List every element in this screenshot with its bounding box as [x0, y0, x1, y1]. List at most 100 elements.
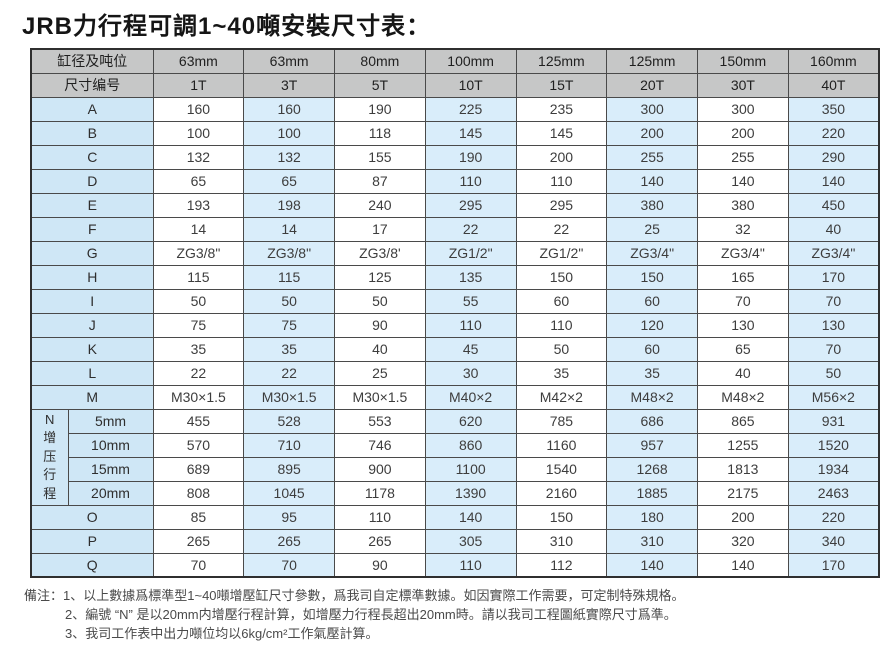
row-label: H	[30, 264, 154, 290]
table-row: N 增 压 行 程 5mm 455 528 553 620 785 686 865 931	[30, 408, 880, 506]
data-cell: 35	[243, 336, 335, 362]
data-cell: 1540	[515, 456, 608, 482]
data-cell: 65	[152, 168, 245, 194]
data-cell: 132	[243, 144, 335, 170]
column-header: 125mm	[606, 48, 698, 74]
data-cell: 620	[424, 408, 517, 434]
row-label: K	[30, 336, 154, 362]
data-cell: 900	[334, 456, 426, 482]
data-cell: 110	[424, 312, 517, 338]
table-row: J 75 75 90 110 110 120 130 130	[30, 312, 880, 338]
data-cell: 140	[697, 168, 789, 194]
column-header: 20T	[606, 72, 698, 98]
data-cell: 686	[606, 408, 698, 434]
data-cell: 110	[424, 168, 517, 194]
table-row: E 193 198 240 295 295 380 380 450	[30, 192, 880, 218]
data-cell: 140	[424, 504, 517, 530]
data-cell: 190	[424, 144, 517, 170]
note-line-2: 2、編號 “N” 是以20mm内增壓行程計算，如增壓力行程長超出20mm時。請以…	[65, 607, 677, 622]
table-row: F 14 14 17 22 22 25 32 40	[30, 216, 880, 242]
data-cell: 35	[515, 360, 608, 386]
data-cell: 2160	[515, 480, 608, 506]
data-cell: 110	[424, 552, 517, 578]
data-cell: 808	[152, 480, 245, 506]
data-cell: 120	[606, 312, 698, 338]
column-header: 160mm	[787, 48, 880, 74]
column-header: 15T	[515, 72, 608, 98]
data-cell: 90	[334, 552, 426, 578]
table-row: 10mm 570 710 746 860 1160 957 1255 1520	[31, 432, 880, 458]
data-cell: 70	[697, 288, 789, 314]
data-cell: 528	[243, 408, 335, 434]
data-cell: 30	[424, 360, 517, 386]
data-cell: 50	[515, 336, 608, 362]
data-cell: 200	[697, 504, 789, 530]
data-cell: 785	[515, 408, 608, 434]
data-cell: 320	[697, 528, 789, 554]
row-label: B	[30, 120, 154, 146]
header-row-label: 缸径及吨位	[30, 48, 154, 74]
data-cell: 50	[334, 288, 426, 314]
row-label: I	[30, 288, 154, 314]
data-cell: 200	[606, 120, 698, 146]
data-cell: 295	[515, 192, 608, 218]
column-header: 125mm	[515, 48, 608, 74]
data-cell: 110	[515, 312, 608, 338]
data-cell: 220	[787, 120, 880, 146]
data-cell: 32	[697, 216, 789, 242]
data-cell: 110	[515, 168, 608, 194]
table-row: M M30×1.5 M30×1.5 M30×1.5 M40×2 M42×2 M48×2 M48…	[30, 384, 880, 410]
data-cell: 1255	[697, 432, 789, 458]
row-label: P	[30, 528, 154, 554]
row-label: O	[30, 504, 154, 530]
data-cell: 295	[424, 192, 517, 218]
data-cell: ZG3/4"	[606, 240, 698, 266]
data-cell: 112	[515, 552, 608, 578]
data-cell: M56×2	[787, 384, 880, 410]
data-cell: 957	[606, 432, 698, 458]
data-cell: 145	[424, 120, 517, 146]
data-cell: 100	[152, 120, 245, 146]
data-cell: 115	[152, 264, 245, 290]
data-cell: 35	[152, 336, 245, 362]
data-cell: 135	[424, 264, 517, 290]
data-cell: 85	[152, 504, 245, 530]
data-cell: 155	[334, 144, 426, 170]
column-header: 40T	[787, 72, 880, 98]
data-cell: 240	[334, 192, 426, 218]
header-row-label: 尺寸编号	[30, 72, 154, 98]
row-label: F	[30, 216, 154, 242]
data-cell: 50	[152, 288, 245, 314]
data-cell: 198	[243, 192, 335, 218]
data-cell: 60	[606, 336, 698, 362]
data-cell: 118	[334, 120, 426, 146]
data-cell: 190	[334, 96, 426, 122]
data-cell: 865	[697, 408, 789, 434]
table-row: A 160 160 190 225 235 300 300 350	[30, 96, 880, 122]
data-cell: 895	[243, 456, 335, 482]
table-row: 15mm 689 895 900 1100 1540 1268 1813 1934	[31, 456, 880, 482]
data-cell: 140	[606, 168, 698, 194]
data-cell: 45	[424, 336, 517, 362]
table-row: P 265 265 265 305 310 310 320 340	[30, 528, 880, 554]
note-text-1: 1、以上數據爲標準型1~40噸增壓缸尺寸參數，爲我司自定標準數據。如因實際工作需…	[63, 588, 685, 603]
data-cell: 380	[606, 192, 698, 218]
row-label: L	[30, 360, 154, 386]
data-cell: 100	[243, 120, 335, 146]
data-cell: 14	[152, 216, 245, 242]
data-cell: 1885	[606, 480, 698, 506]
row-label: Q	[30, 552, 154, 578]
data-cell: 310	[606, 528, 698, 554]
note-line-1: 備注：1、以上數據爲標準型1~40噸增壓缸尺寸參數，爲我司自定標準數據。如因實際…	[24, 586, 874, 605]
data-cell: 931	[787, 408, 880, 434]
data-cell: 710	[243, 432, 335, 458]
data-cell: 125	[334, 264, 426, 290]
data-cell: 300	[606, 96, 698, 122]
data-cell: M30×1.5	[334, 384, 426, 410]
data-cell: 746	[334, 432, 426, 458]
data-cell: 689	[152, 456, 245, 482]
data-cell: 1268	[606, 456, 698, 482]
data-cell: 2175	[697, 480, 789, 506]
data-cell: 455	[152, 408, 245, 434]
data-cell: 75	[152, 312, 245, 338]
